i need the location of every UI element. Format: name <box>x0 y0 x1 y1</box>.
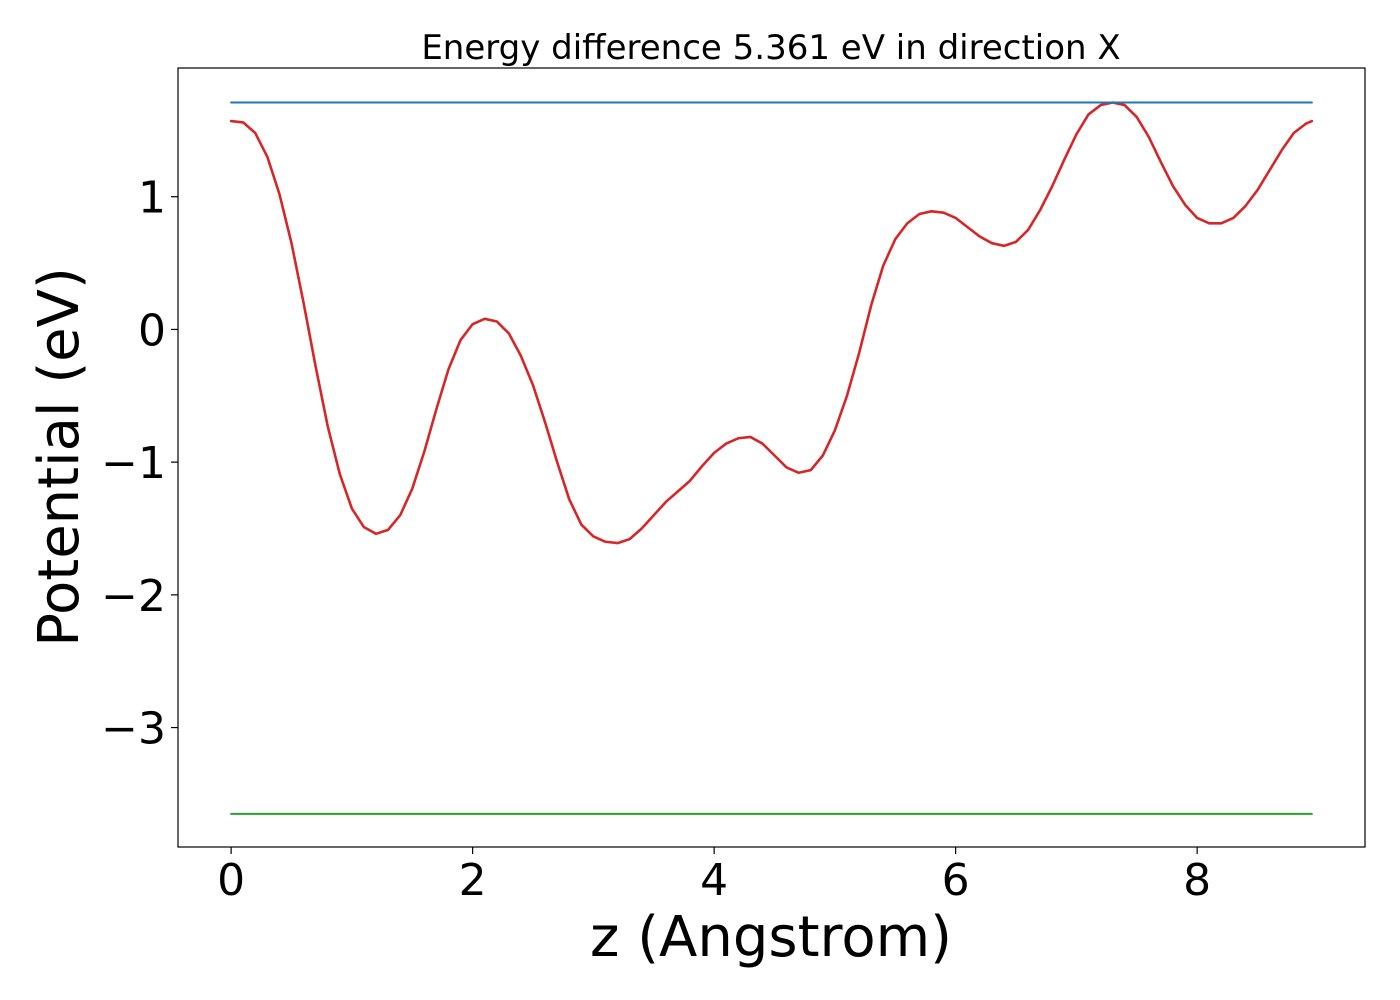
y-tick-label: −2 <box>101 571 166 622</box>
x-tick-label: 6 <box>942 855 970 906</box>
y-tick-label: −1 <box>101 438 166 489</box>
x-tick-label: 4 <box>700 855 728 906</box>
chart-title: Energy difference 5.361 eV in direction … <box>421 28 1120 68</box>
y-tick-label: 1 <box>138 173 166 224</box>
x-tick-label: 0 <box>217 855 245 906</box>
y-axis-ticks: −3 −2 −1 0 1 <box>101 173 178 755</box>
x-axis-ticks: 0 2 4 6 8 <box>217 847 1211 906</box>
plot-frame <box>177 67 1366 848</box>
x-tick-label: 2 <box>459 855 487 906</box>
x-tick-label: 8 <box>1183 855 1211 906</box>
series-layer <box>229 101 1314 815</box>
y-tick-label: 0 <box>138 305 166 356</box>
series-line-0 <box>229 101 1314 545</box>
y-axis-label: Potential (eV) <box>27 267 92 647</box>
x-axis-label: z (Angstrom) <box>590 905 952 970</box>
y-tick-label: −3 <box>101 704 166 755</box>
